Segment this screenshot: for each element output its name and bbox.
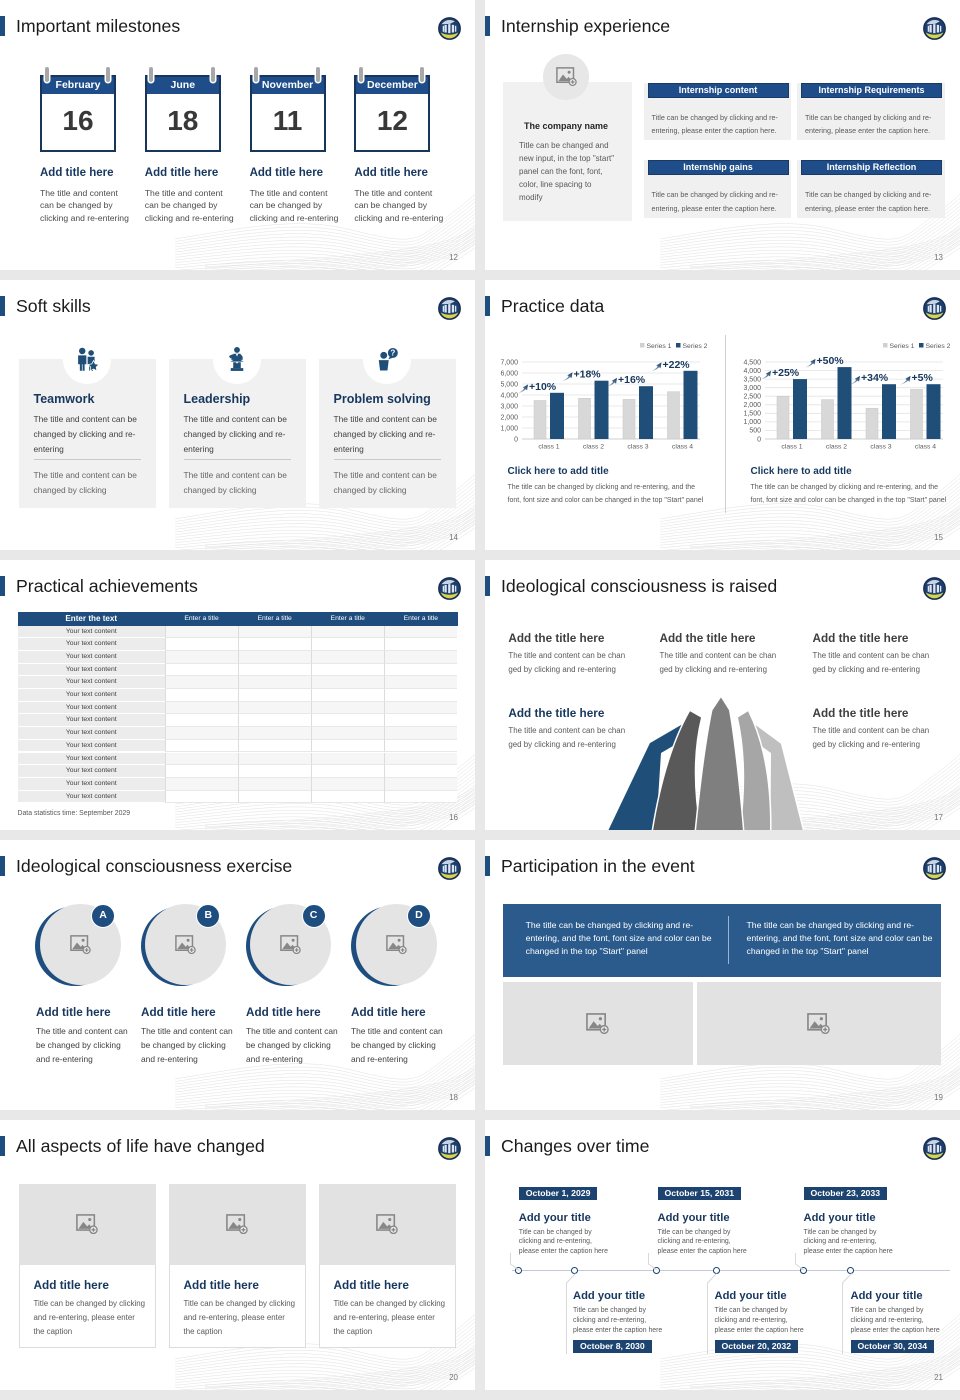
svg-text:4,500: 4,500: [743, 359, 761, 366]
svg-text:+5%: +5%: [912, 372, 934, 384]
svg-text:class 1: class 1: [781, 444, 802, 451]
svg-text:1,000: 1,000: [500, 425, 518, 432]
svg-text:class 1: class 1: [538, 444, 559, 451]
svg-text:0: 0: [514, 436, 518, 443]
svg-text:4,000: 4,000: [743, 368, 761, 375]
svg-text:class 2: class 2: [826, 444, 847, 451]
svg-text:+18%: +18%: [574, 369, 602, 381]
svg-text:Series 1: Series 1: [647, 343, 672, 350]
svg-text:+34%: +34%: [861, 372, 889, 384]
svg-text:class 4: class 4: [915, 444, 936, 451]
svg-text:3,000: 3,000: [500, 403, 518, 410]
svg-text:6,000: 6,000: [500, 370, 518, 377]
svg-text:7,000: 7,000: [500, 359, 518, 366]
svg-text:0: 0: [757, 436, 761, 443]
svg-text:class 3: class 3: [870, 444, 891, 451]
svg-text:2,500: 2,500: [743, 394, 761, 401]
svg-text:500: 500: [749, 428, 761, 435]
svg-text:2,000: 2,000: [500, 414, 518, 421]
svg-text:+16%: +16%: [618, 374, 646, 386]
svg-text:+10%: +10%: [529, 381, 557, 393]
svg-text:1,500: 1,500: [743, 411, 761, 418]
svg-text:1,000: 1,000: [743, 419, 761, 426]
svg-text:5,000: 5,000: [500, 381, 518, 388]
svg-text:Series 1: Series 1: [890, 343, 915, 350]
svg-text:+25%: +25%: [772, 367, 800, 379]
svg-text:+22%: +22%: [663, 359, 691, 371]
svg-text:Series 2: Series 2: [926, 343, 951, 350]
svg-text:+50%: +50%: [817, 355, 845, 367]
svg-text:class 3: class 3: [627, 444, 648, 451]
svg-text:Series 2: Series 2: [683, 343, 708, 350]
svg-text:class 2: class 2: [583, 444, 604, 451]
svg-text:3,000: 3,000: [743, 385, 761, 392]
svg-text:4,000: 4,000: [500, 392, 518, 399]
svg-text:class 4: class 4: [672, 444, 693, 451]
svg-text:3,500: 3,500: [743, 376, 761, 383]
svg-text:2,000: 2,000: [743, 402, 761, 409]
